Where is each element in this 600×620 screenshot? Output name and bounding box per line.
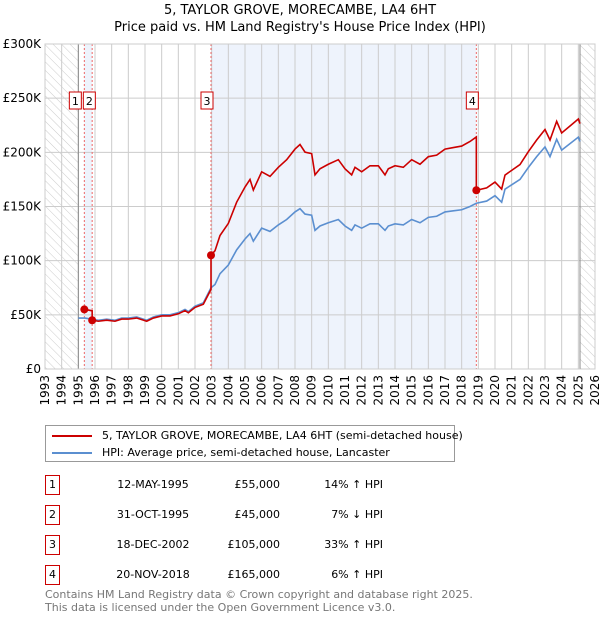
chart-subtitle: Price paid vs. HM Land Registry's House … [114, 20, 486, 35]
x-tick-label: 2026 [588, 375, 600, 406]
copyright-text: Contains HM Land Registry data © Crown c… [45, 588, 473, 601]
x-tick-label: 2017 [438, 375, 452, 406]
x-tick-label: 1996 [88, 375, 102, 406]
sale-date: 31-OCT-1995 [116, 508, 190, 521]
sale-annotation-box [68, 91, 82, 110]
sale-date: 18-DEC-2002 [116, 538, 190, 551]
y-tick-label: £300K [3, 37, 43, 51]
plot-border [44, 43, 596, 370]
sale-number: 4 [45, 565, 60, 585]
legend-property: 5, TAYLOR GROVE, MORECAMBE, LA4 6HT (sem… [102, 429, 463, 442]
x-tick-label: 2003 [205, 375, 219, 406]
x-tick-label: 2013 [371, 375, 385, 406]
table-row: 3 18-DEC-2002 £105,000 33% ↑ HPI [45, 535, 445, 555]
sale-annotation-box [200, 91, 214, 110]
chart-title: 5, TAYLOR GROVE, MORECAMBE, LA4 6HT [163, 3, 437, 18]
x-tick-label: 2008 [288, 375, 302, 406]
x-tick-label: 1993 [38, 375, 52, 406]
x-tick-label: 2000 [155, 375, 169, 406]
x-tick-label: 2025 [571, 375, 585, 406]
sale-point [88, 316, 97, 325]
x-tick-label: 2001 [171, 375, 185, 406]
x-tick-label: 1999 [138, 375, 152, 406]
sale-annotation-label: 3 [204, 95, 211, 108]
x-tick-label: 2011 [338, 375, 352, 406]
sale-hpi: 7% ↓ HPI [331, 508, 383, 521]
sale-price: £55,000 [234, 478, 281, 491]
licence-text: This data is licensed under the Open Gov… [45, 601, 396, 614]
legend: 5, TAYLOR GROVE, MORECAMBE, LA4 6HT (sem… [45, 425, 463, 462]
sale-date: 12-MAY-1995 [117, 478, 189, 491]
sale-annotation-label: 1 [72, 95, 79, 108]
x-tick-label: 2007 [271, 375, 285, 406]
x-tick-label: 2012 [355, 375, 369, 406]
sale-annotation-label: 4 [469, 95, 476, 108]
sale-point [472, 186, 481, 195]
x-tick-label: 1998 [121, 375, 135, 406]
price-chart: 1993 1994 1995 1996 1997 1998 1999 2000 2001 2002… [3, 37, 600, 406]
sale-hpi: 33% ↑ HPI [324, 538, 383, 551]
x-tick-label: 2019 [471, 375, 485, 406]
sale-hpi: 6% ↑ HPI [331, 568, 383, 581]
sale-date: 20-NOV-2018 [116, 568, 190, 581]
y-tick-label: £100K [3, 254, 43, 268]
x-tick-label: 2009 [305, 375, 319, 406]
sale-point [207, 251, 215, 260]
x-tick-label: 1995 [71, 375, 85, 406]
x-tick-label: 2016 [421, 375, 435, 406]
property-legend-swatch [52, 434, 92, 437]
x-tick-label: 1997 [105, 375, 119, 406]
hpi-line [78, 135, 581, 322]
table-row: 1 12-MAY-1995 £55,000 14% ↑ HPI [45, 475, 445, 495]
x-tick-label: 2023 [538, 375, 552, 406]
x-tick-label: 2021 [505, 375, 519, 406]
sale-price: £105,000 [227, 538, 281, 551]
x-tick-label: 2005 [238, 375, 252, 406]
footer: Contains HM Land Registry data © Crown c… [45, 588, 473, 614]
property-line [84, 117, 581, 323]
x-tick-label: 1994 [55, 375, 69, 406]
hpi-legend-swatch [52, 451, 92, 454]
sale-number: 2 [45, 505, 60, 525]
y-tick-label: £50K [10, 308, 42, 322]
sale-annotation-box [82, 91, 96, 110]
y-tick-label: £250K [3, 91, 43, 105]
table-row: 4 20-NOV-2018 £165,000 6% ↑ HPI [45, 565, 445, 585]
x-tick-label: 2022 [521, 375, 535, 406]
x-tick-label: 2002 [188, 375, 202, 406]
y-tick-label: £150K [3, 200, 43, 214]
sale-number: 3 [45, 535, 60, 555]
y-tick-label: £200K [3, 145, 43, 159]
x-tick-label: 2010 [321, 375, 335, 406]
x-tick-label: 2024 [555, 375, 569, 406]
sale-number: 1 [45, 475, 60, 495]
sale-annotation-box [465, 91, 479, 110]
table-row: 2 31-OCT-1995 £45,000 7% ↓ HPI [45, 505, 445, 525]
x-tick-label: 2014 [388, 375, 402, 406]
sale-price: £165,000 [227, 568, 281, 581]
sale-price: £45,000 [234, 508, 281, 521]
sale-point [80, 305, 89, 314]
x-tick-label: 2006 [255, 375, 269, 406]
legend-hpi: HPI: Average price, semi-detached house,… [102, 446, 390, 459]
y-tick-label: £0 [26, 362, 41, 376]
x-tick-label: 2015 [405, 375, 419, 406]
sale-annotation-label: 2 [86, 95, 93, 108]
x-tick-label: 2018 [455, 375, 469, 406]
x-tick-label: 2020 [488, 375, 502, 406]
sale-hpi: 14% ↑ HPI [324, 478, 383, 491]
x-tick-label: 2004 [221, 375, 235, 406]
